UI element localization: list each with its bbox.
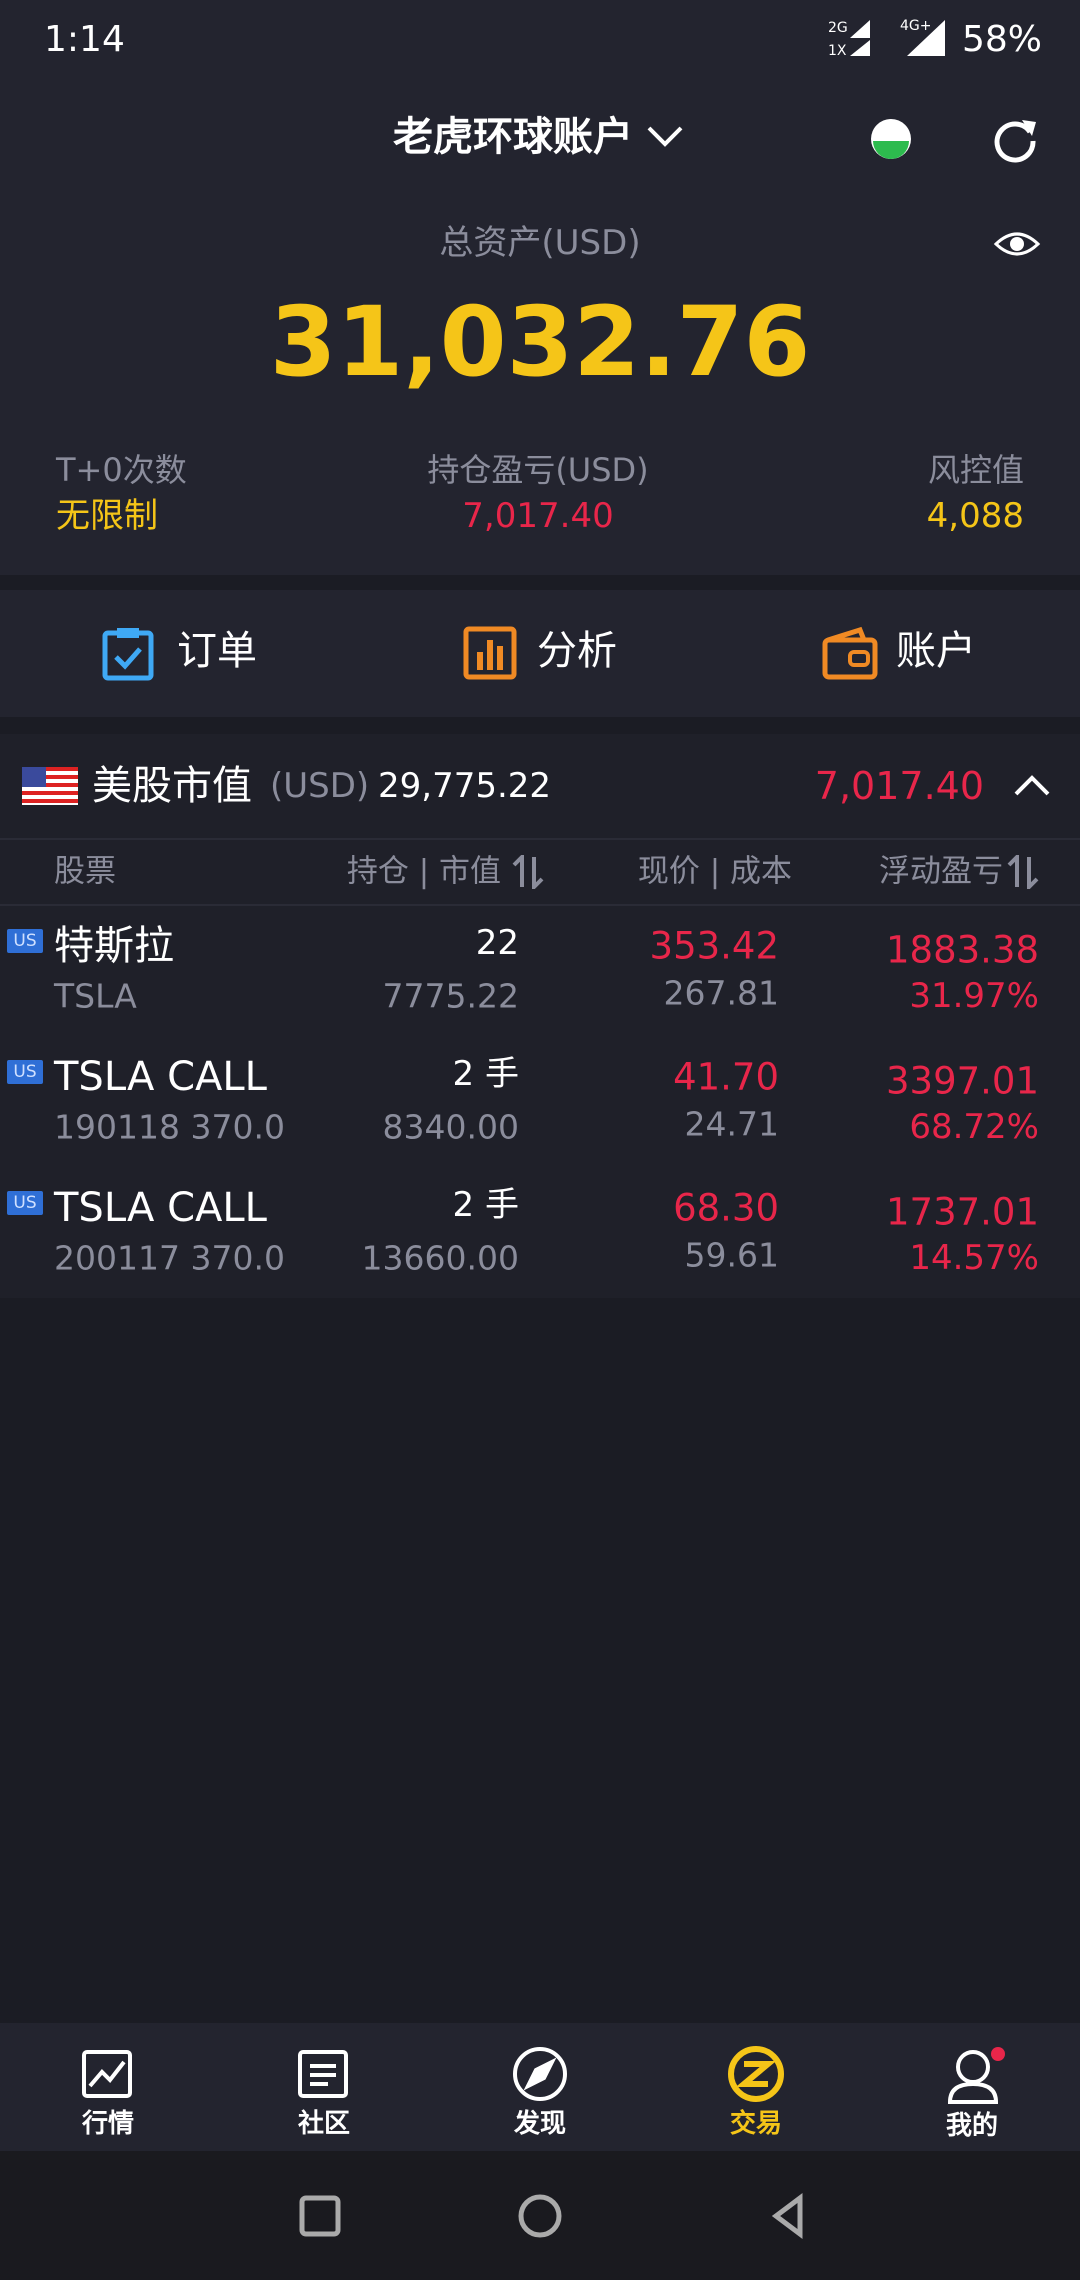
stat-label: T+0次数 — [56, 451, 187, 489]
stock-name: 特斯拉 — [54, 923, 174, 969]
account-title[interactable]: 老虎环球账户 — [393, 114, 633, 160]
cost-price: 24.71 — [684, 1104, 779, 1144]
net-label: 2G — [828, 20, 848, 36]
cost-price: 59.61 — [684, 1235, 779, 1275]
dropdown-icon[interactable] — [645, 122, 685, 152]
nav-icons — [82, 2046, 1005, 2104]
tab-label[interactable]: 账户 — [896, 628, 976, 674]
market-badge: US — [7, 1191, 43, 1215]
collapse-icon[interactable] — [1012, 772, 1052, 800]
stat-value: 4,088 — [926, 496, 1024, 536]
net-label: 4G+ — [900, 18, 932, 34]
us-flag — [22, 767, 78, 805]
market-value: 13660.00 — [361, 1238, 519, 1278]
stock-code: 200117 370.0 — [54, 1238, 285, 1278]
total-assets: 31,032.76 — [269, 286, 811, 398]
divider — [0, 904, 1080, 906]
divider — [0, 838, 1080, 840]
refresh-icon[interactable] — [990, 114, 1040, 164]
market-badge: US — [7, 1060, 43, 1084]
stock-name: TSLA CALL — [54, 1185, 267, 1231]
pnl-percent: 31.97% — [909, 976, 1039, 1016]
nav-label[interactable]: 我的 — [945, 2111, 999, 2141]
stat-label: 持仓盈亏(USD) — [427, 451, 649, 489]
top-panel — [0, 0, 1080, 575]
stock-code: 190118 370.0 — [54, 1107, 285, 1147]
nav-label[interactable]: 社区 — [297, 2109, 351, 2139]
stat-value: 7,017.40 — [462, 496, 614, 536]
order-icon[interactable] — [102, 625, 154, 681]
eye-icon[interactable] — [993, 224, 1041, 264]
bottom-nav — [0, 2023, 1080, 2151]
tab-label[interactable]: 订单 — [177, 628, 257, 674]
pnl-percent: 68.72% — [909, 1107, 1039, 1147]
market-value: 29,775.22 — [378, 766, 552, 806]
battery: 58% — [961, 19, 1042, 60]
floating-pnl: 3397.01 — [885, 1059, 1039, 1103]
time: 1:14 — [44, 19, 125, 60]
signal-icons — [850, 20, 945, 56]
column-header: 股票 — [54, 853, 116, 890]
current-price: 41.70 — [673, 1055, 779, 1099]
nav-label[interactable]: 交易 — [729, 2109, 783, 2139]
column-header[interactable]: 持仓 | 市值 — [346, 853, 501, 890]
system-buttons — [299, 2193, 803, 2239]
market-badge: US — [7, 929, 43, 953]
stock-code: TSLA — [54, 976, 137, 1016]
position-qty: 2 手 — [452, 1185, 519, 1225]
current-price: 353.42 — [649, 924, 779, 968]
sort-icon[interactable] — [1005, 855, 1041, 889]
market-currency: (USD) — [270, 766, 370, 806]
total-label: 总资产(USD) — [439, 223, 641, 263]
tab-label[interactable]: 分析 — [537, 628, 617, 674]
floating-pnl: 1737.01 — [885, 1190, 1039, 1234]
positions-panel — [0, 734, 1080, 1298]
stat-value: 无限制 — [56, 496, 158, 536]
cost-price: 267.81 — [663, 973, 779, 1013]
nav-label[interactable]: 行情 — [81, 2109, 135, 2139]
status-icon[interactable] — [866, 114, 916, 164]
tabs-panel — [0, 590, 1080, 717]
stock-name: TSLA CALL — [54, 1054, 267, 1100]
analysis-icon[interactable] — [463, 626, 517, 680]
position-qty: 2 手 — [452, 1054, 519, 1094]
pnl-percent: 14.57% — [909, 1238, 1039, 1278]
market-value: 7775.22 — [382, 976, 519, 1016]
column-header[interactable]: 浮动盈亏 — [879, 853, 1003, 890]
net-label: 1X — [828, 43, 847, 59]
market-title: 美股市值 — [92, 763, 252, 809]
system-nav — [0, 2151, 1080, 2280]
account-icon[interactable] — [822, 626, 878, 680]
market-value: 8340.00 — [382, 1107, 519, 1147]
nav-label[interactable]: 发现 — [513, 2109, 567, 2139]
stat-label: 风控值 — [927, 451, 1024, 489]
position-qty: 22 — [475, 923, 519, 963]
current-price: 68.30 — [673, 1186, 779, 1230]
floating-pnl: 1883.38 — [885, 928, 1039, 972]
column-header: 现价 | 成本 — [637, 853, 792, 890]
sort-icon[interactable] — [510, 855, 546, 889]
market-pnl: 7,017.40 — [814, 764, 984, 808]
